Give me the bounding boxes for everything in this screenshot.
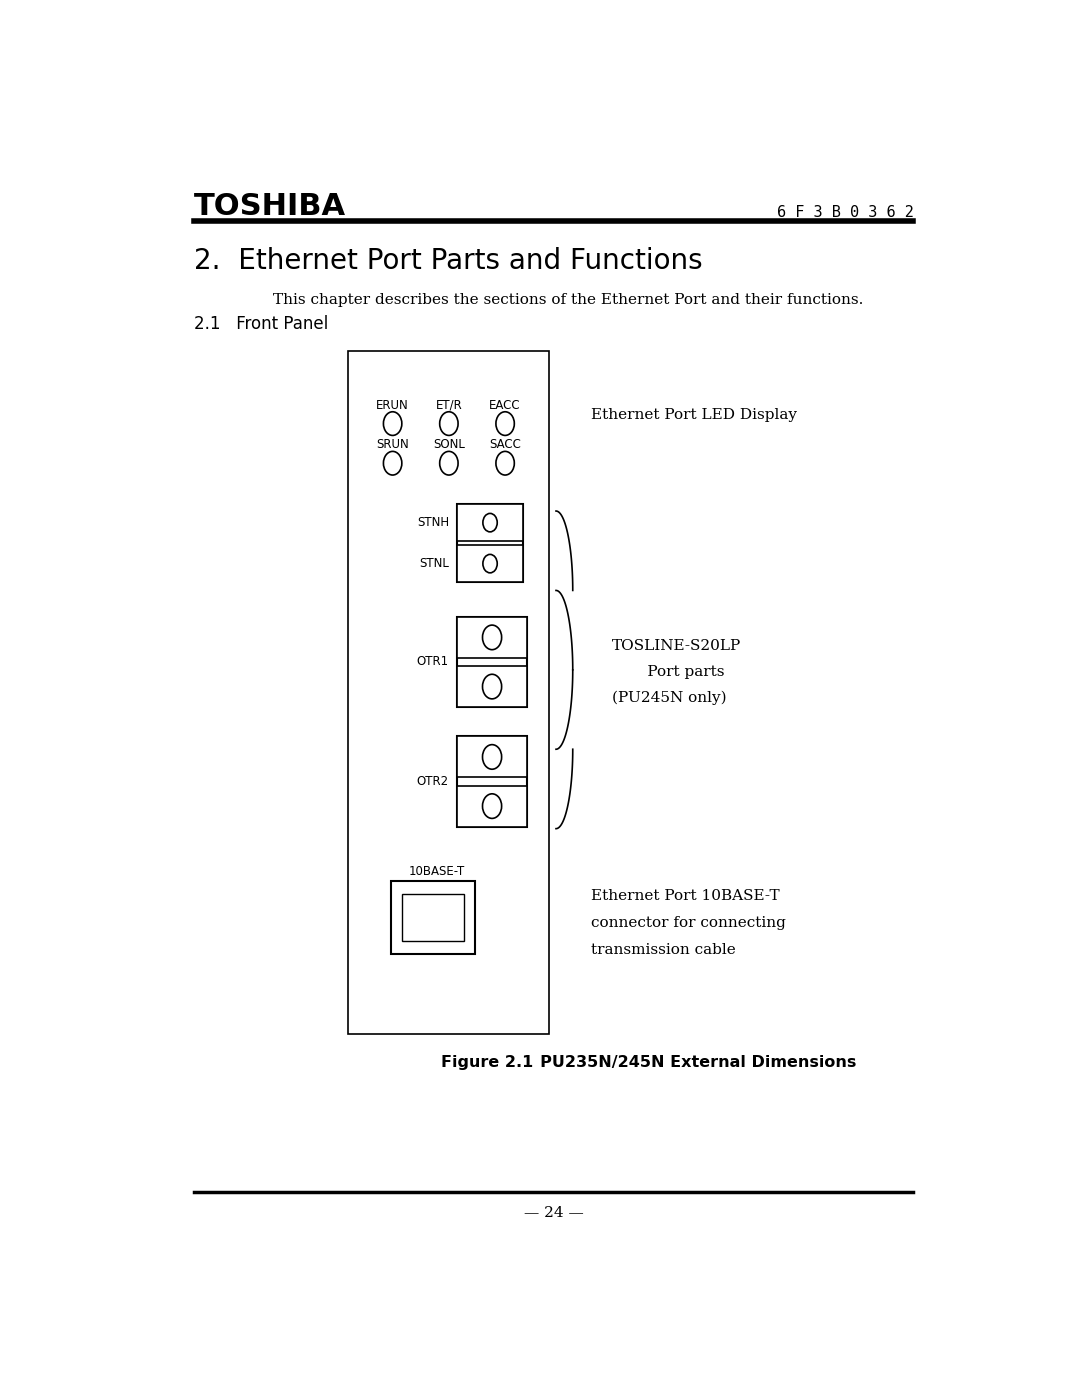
Bar (391, 880, 475, 954)
Bar (457, 545, 523, 583)
Text: OTR1: OTR1 (417, 655, 449, 669)
Circle shape (483, 745, 501, 770)
Text: 10BASE-T: 10BASE-T (408, 865, 465, 877)
Text: PU235N/245N External Dimensions: PU235N/245N External Dimensions (512, 1055, 856, 1070)
Text: (PU245N only): (PU245N only) (612, 690, 727, 705)
Text: SONL: SONL (433, 439, 464, 451)
Text: OTR2: OTR2 (417, 775, 449, 788)
Bar (457, 617, 527, 658)
Text: Ethernet Port 10BASE-T: Ethernet Port 10BASE-T (591, 888, 780, 902)
Text: TOSLINE-S20LP: TOSLINE-S20LP (612, 640, 741, 654)
Text: This chapter describes the sections of the Ethernet Port and their functions.: This chapter describes the sections of t… (273, 293, 864, 307)
Text: SRUN: SRUN (376, 439, 409, 451)
Text: 2.  Ethernet Port Parts and Functions: 2. Ethernet Port Parts and Functions (193, 247, 702, 275)
Text: STNL: STNL (419, 557, 449, 570)
Circle shape (483, 675, 501, 698)
Text: ERUN: ERUN (376, 398, 409, 412)
Text: 2.1   Front Panel: 2.1 Front Panel (193, 314, 328, 332)
Circle shape (383, 451, 402, 475)
Text: SACC: SACC (489, 439, 521, 451)
Bar (457, 617, 527, 707)
Text: Port parts: Port parts (623, 665, 725, 679)
Bar (457, 504, 523, 583)
Circle shape (483, 793, 501, 819)
Text: 6 F 3 B 0 3 6 2: 6 F 3 B 0 3 6 2 (777, 205, 914, 221)
Circle shape (483, 624, 501, 650)
Bar (457, 504, 523, 541)
Circle shape (483, 555, 497, 573)
Text: Figure 2.1: Figure 2.1 (441, 1055, 532, 1070)
Text: — 24 —: — 24 — (524, 1206, 583, 1220)
Text: transmission cable: transmission cable (591, 943, 735, 957)
Circle shape (440, 451, 458, 475)
Bar (457, 785, 527, 827)
Text: STNH: STNH (417, 515, 449, 529)
Bar (457, 736, 527, 827)
Bar (402, 894, 464, 940)
Circle shape (496, 451, 514, 475)
Text: TOSHIBA: TOSHIBA (193, 191, 346, 221)
Bar (457, 666, 527, 707)
Text: EACC: EACC (489, 398, 521, 412)
Text: connector for connecting: connector for connecting (591, 916, 786, 930)
Circle shape (483, 514, 497, 532)
Text: ET/R: ET/R (435, 398, 462, 412)
Bar (349, 351, 550, 1034)
Circle shape (383, 412, 402, 436)
Text: Ethernet Port LED Display: Ethernet Port LED Display (591, 408, 797, 422)
Circle shape (496, 412, 514, 436)
Circle shape (440, 412, 458, 436)
Bar (457, 736, 527, 777)
